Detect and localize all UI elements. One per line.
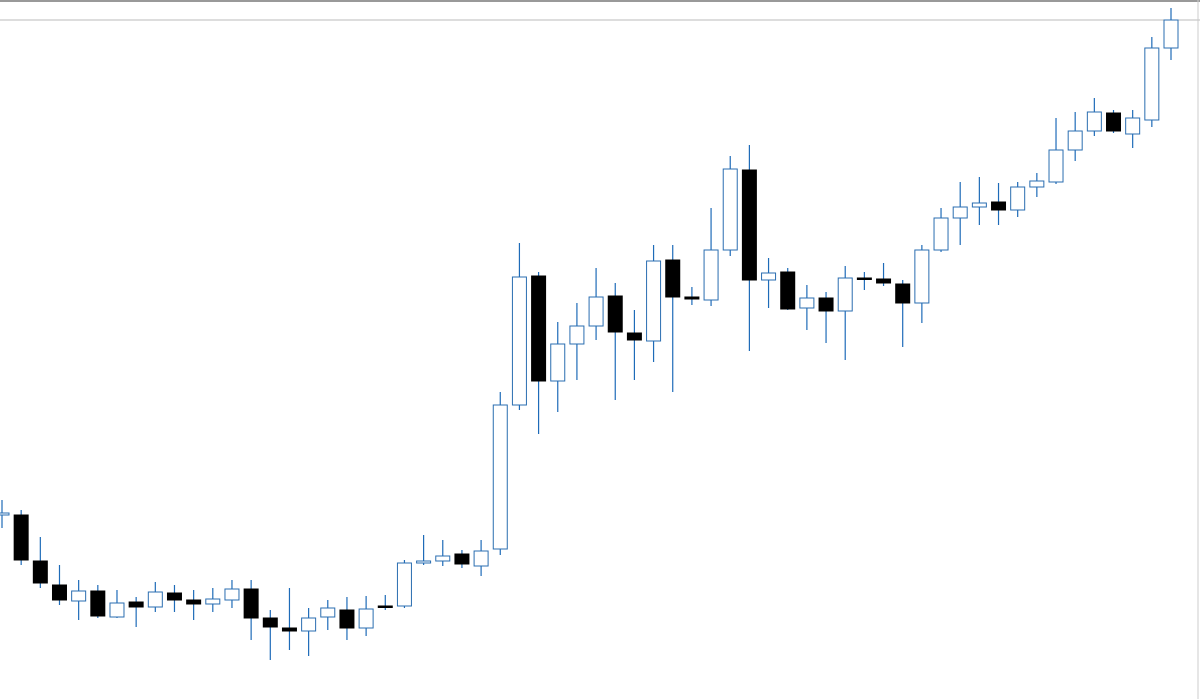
candle-body	[991, 201, 1007, 211]
candle-body	[51, 584, 67, 601]
candle-body	[1163, 19, 1179, 49]
candle-body	[550, 343, 566, 382]
candle-body	[128, 601, 144, 608]
candle-body	[876, 278, 892, 284]
candle-body	[90, 590, 106, 617]
candle-body	[1010, 186, 1026, 211]
candle-body	[703, 249, 719, 301]
candle-body	[1067, 130, 1083, 151]
candle-body	[416, 560, 432, 564]
candle-body	[454, 553, 470, 565]
candle-body	[646, 260, 662, 342]
candle-body	[722, 168, 738, 251]
candle-body	[741, 169, 757, 281]
candle-body	[492, 404, 508, 550]
candle-body	[531, 275, 547, 382]
candle-body	[1144, 47, 1160, 121]
candle-body	[473, 550, 489, 567]
candle-body	[320, 607, 336, 618]
candle-body	[952, 206, 968, 219]
candle-body	[607, 295, 623, 333]
candle-body	[339, 609, 355, 629]
candle-body	[1048, 149, 1064, 183]
candle-body	[109, 602, 125, 618]
candle-body	[818, 297, 834, 312]
candle-body	[933, 217, 949, 251]
candle-body	[837, 277, 853, 312]
candle-body	[0, 512, 10, 516]
candle-body	[186, 599, 202, 605]
candle-body	[895, 283, 911, 304]
candle-body	[262, 617, 278, 628]
candle-body	[281, 627, 297, 632]
candle-body	[301, 617, 317, 632]
candle-body	[435, 555, 451, 562]
candle-body	[224, 588, 240, 601]
candle-body	[914, 249, 930, 304]
candle-body	[358, 608, 374, 629]
candle-body	[243, 588, 259, 619]
candle-body	[205, 598, 221, 605]
candle-body	[166, 592, 182, 601]
candle-body	[684, 296, 700, 300]
candle-body	[71, 590, 87, 602]
candle-body	[856, 277, 872, 280]
candle-body	[377, 605, 393, 608]
candle-body	[396, 562, 412, 607]
candle-body	[147, 591, 163, 608]
candle-body	[588, 296, 604, 327]
candle-body	[569, 325, 585, 345]
candle-body	[1106, 112, 1122, 132]
candle-body	[32, 560, 48, 584]
candle-body	[511, 276, 527, 406]
candle-body	[626, 332, 642, 341]
candle-body	[799, 297, 815, 309]
candle-body	[1125, 117, 1141, 135]
candle-body	[13, 514, 29, 561]
candle-body	[780, 271, 796, 310]
candle-body	[665, 259, 681, 298]
candle-body	[1086, 111, 1102, 132]
candle-body	[971, 202, 987, 208]
candle-body	[761, 272, 777, 281]
candle-body	[1029, 180, 1045, 188]
